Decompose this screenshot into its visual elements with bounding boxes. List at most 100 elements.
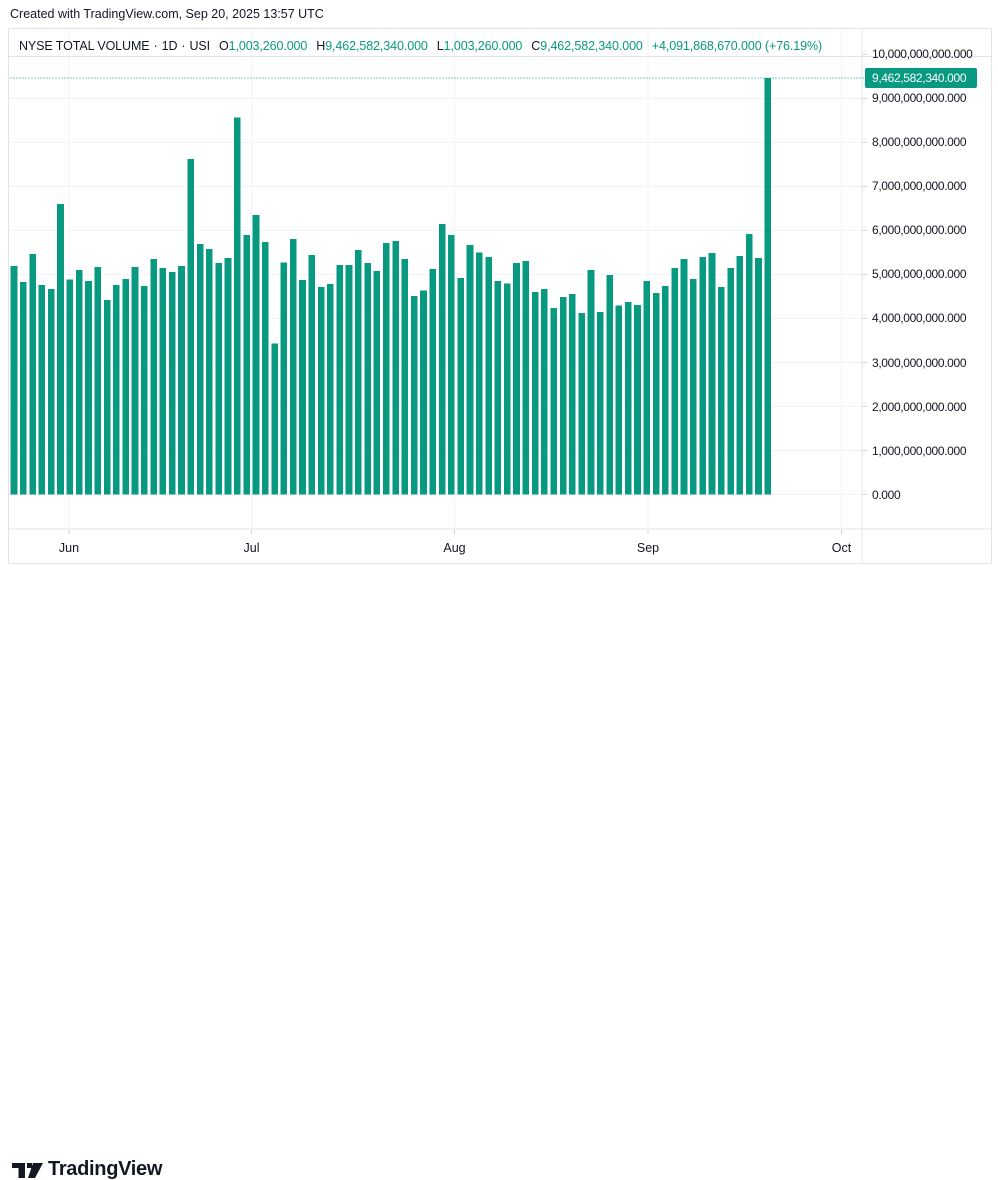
tradingview-wordmark[interactable]: TradingView bbox=[48, 1158, 163, 1180]
price-axis-label: 5,000,000,000.000 bbox=[872, 267, 967, 282]
volume-bar bbox=[252, 215, 260, 495]
volume-bar bbox=[336, 264, 344, 495]
volume-bar bbox=[113, 285, 120, 495]
volume-bar bbox=[150, 259, 157, 495]
volume-bar bbox=[47, 288, 55, 495]
price-axis-label: 0.000 bbox=[872, 487, 901, 502]
chart-panel: NYSE TOTAL VOLUME · 1D · USI O1,003,260.000 H9… bbox=[8, 28, 992, 564]
volume-bar bbox=[708, 252, 716, 495]
volume-bar bbox=[401, 259, 409, 495]
change-value: +4,091,868,670.000 (+76.19%) bbox=[651, 39, 823, 53]
legend-separator: · bbox=[153, 39, 158, 53]
volume-bar bbox=[690, 278, 697, 495]
volume-bar bbox=[736, 255, 744, 495]
price-axis-label: 8,000,000,000.000 bbox=[872, 135, 967, 150]
volume-bar bbox=[755, 258, 762, 495]
volume-bar bbox=[308, 255, 316, 495]
volume-bar bbox=[513, 263, 520, 495]
volume-bar bbox=[94, 266, 102, 495]
credit-line: Created with TradingView.com, Sep 20, 20… bbox=[10, 7, 324, 21]
price-axis-label: 1,000,000,000.000 bbox=[872, 443, 967, 458]
last-price-label: 9,462,582,340.000 bbox=[865, 67, 977, 88]
volume-bar bbox=[206, 248, 213, 495]
ohlc-key: O bbox=[219, 39, 229, 53]
volume-bar bbox=[476, 252, 483, 495]
volume-bar bbox=[299, 280, 306, 495]
volume-bar bbox=[624, 301, 632, 495]
ohlc-key: H bbox=[316, 39, 326, 53]
volume-bar bbox=[615, 305, 623, 495]
volume-bar bbox=[457, 277, 464, 495]
volume-bar bbox=[541, 288, 548, 495]
volume-bar bbox=[727, 267, 734, 495]
ohlc-key: C bbox=[531, 39, 541, 53]
volume-bar bbox=[634, 304, 641, 495]
volume-bar bbox=[243, 234, 250, 495]
volume-bar bbox=[392, 240, 399, 495]
volume-bar bbox=[699, 256, 706, 495]
price-axis-label: 6,000,000,000.000 bbox=[872, 223, 967, 238]
volume-bar bbox=[261, 241, 269, 495]
volume-bar bbox=[606, 274, 613, 495]
volume-bar bbox=[485, 256, 492, 495]
price-axis-label: 2,000,000,000.000 bbox=[872, 399, 967, 414]
volume-bar bbox=[652, 292, 660, 495]
volume-bar bbox=[345, 264, 353, 495]
price-axis-label: 9,000,000,000.000 bbox=[872, 91, 967, 106]
volume-bar bbox=[317, 286, 325, 495]
volume-bar bbox=[159, 267, 167, 495]
volume-bar bbox=[643, 281, 651, 495]
ohlc-number: 9,462,582,340.000 bbox=[325, 39, 428, 53]
volume-bar bbox=[448, 234, 455, 495]
volume-bar bbox=[382, 243, 390, 495]
price-axis-label: 4,000,000,000.000 bbox=[872, 311, 967, 326]
volume-bar bbox=[522, 261, 530, 495]
volume-bar bbox=[66, 279, 74, 495]
volume-bar bbox=[680, 259, 688, 495]
time-axis-label: Jun bbox=[58, 541, 80, 555]
price-pane-canvas[interactable] bbox=[9, 29, 991, 563]
time-axis-label: Oct bbox=[831, 541, 852, 555]
legend-separator: · bbox=[181, 39, 186, 53]
volume-bar bbox=[662, 285, 669, 495]
volume-bar bbox=[764, 77, 772, 495]
volume-bar bbox=[429, 269, 437, 495]
volume-bar bbox=[550, 307, 558, 495]
symbol-legend[interactable]: NYSE TOTAL VOLUME · 1D · USI O1,003,260.000 H9… bbox=[19, 36, 822, 56]
volume-bar bbox=[327, 284, 334, 495]
volume-bar bbox=[373, 270, 381, 495]
tradingview-logo-icon[interactable] bbox=[12, 1163, 43, 1178]
volume-bar bbox=[271, 343, 278, 495]
volume-bar bbox=[410, 296, 418, 495]
volume-bar bbox=[178, 266, 185, 495]
volume-bar bbox=[355, 249, 362, 495]
volume-bar bbox=[503, 283, 511, 495]
ohlc-number: 1,003,260.000 bbox=[228, 39, 308, 53]
interval-label: 1D bbox=[161, 39, 178, 53]
time-axis-label: Aug bbox=[443, 541, 466, 555]
volume-bar bbox=[559, 296, 567, 495]
price-axis-label: 7,000,000,000.000 bbox=[872, 179, 967, 194]
volume-bar bbox=[122, 278, 129, 495]
volume-bar bbox=[596, 311, 604, 495]
volume-bar bbox=[364, 263, 371, 495]
volume-bar bbox=[717, 286, 725, 495]
volume-bar bbox=[85, 281, 92, 495]
volume-bar bbox=[280, 262, 288, 495]
volume-bar bbox=[168, 271, 176, 495]
ohlc-key: L bbox=[436, 39, 444, 53]
footer: TradingView bbox=[0, 578, 998, 1180]
volume-bar bbox=[57, 204, 64, 495]
volume-bar bbox=[420, 290, 427, 495]
volume-bar bbox=[38, 285, 46, 495]
volume-bar bbox=[494, 281, 502, 495]
volume-bar bbox=[224, 258, 232, 495]
volume-bar bbox=[140, 285, 148, 495]
volume-bar bbox=[745, 233, 753, 495]
exchange-label: USI bbox=[189, 39, 210, 53]
volume-bar bbox=[587, 270, 595, 495]
volume-bar bbox=[466, 244, 474, 495]
volume-bar bbox=[531, 292, 539, 495]
volume-bar bbox=[187, 159, 195, 495]
ohlc-h-value: H9,462,582,340.000 bbox=[316, 39, 428, 53]
